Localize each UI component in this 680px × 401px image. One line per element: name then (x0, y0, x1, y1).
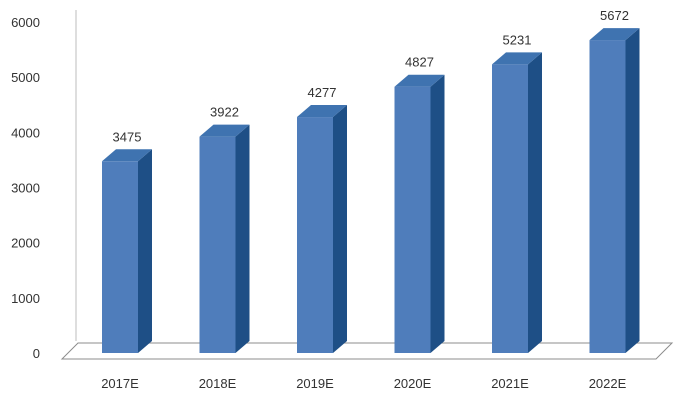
y-tick-label: 5000 (11, 70, 40, 85)
bars (102, 28, 640, 354)
data-label: 5231 (503, 32, 532, 47)
y-tick-label: 1000 (11, 291, 40, 306)
bar-top (589, 28, 640, 41)
data-label: 5672 (600, 8, 629, 23)
bar-side (430, 74, 445, 353)
x-tick-label: 2018E (199, 376, 237, 391)
bar (589, 28, 640, 354)
bar (102, 149, 152, 353)
bar-side (333, 105, 347, 353)
bar-side (235, 124, 250, 354)
bar-top (102, 149, 152, 162)
data-label: 3922 (210, 105, 239, 120)
y-tick-label: 4000 (11, 125, 40, 140)
x-tick-labels: 2017E 2018E 2019E 2020E 2021E 2022E (101, 376, 626, 391)
bar-side (138, 149, 152, 353)
bar (297, 105, 347, 353)
bar-front (199, 136, 236, 353)
chart-floor (60, 342, 674, 360)
bar-front (102, 161, 138, 353)
x-tick-label: 2017E (101, 376, 139, 391)
x-tick-label: 2021E (491, 376, 529, 391)
bar-top (394, 74, 445, 87)
data-label: 4827 (405, 55, 434, 70)
bar (394, 74, 445, 353)
x-tick-label: 2020E (394, 376, 432, 391)
data-label: 3475 (113, 129, 142, 144)
bar-top (199, 124, 250, 137)
bar-side (528, 52, 542, 354)
data-label: 4277 (308, 85, 337, 100)
chart-floor-plane (60, 342, 674, 360)
bar (199, 124, 250, 354)
x-tick-label: 2019E (296, 376, 334, 391)
y-tick-label: 0 (33, 346, 40, 361)
bar (492, 52, 542, 354)
bar-top (492, 52, 542, 65)
data-labels: 3475 3922 4277 4827 5231 5672 (113, 8, 629, 144)
bar-front (394, 86, 431, 353)
x-tick-label: 2022E (589, 376, 627, 391)
y-tick-label: 6000 (11, 15, 40, 30)
y-tick-label: 3000 (11, 181, 40, 196)
bar-side (625, 28, 640, 354)
bar-front (589, 40, 626, 353)
bar-front (492, 64, 528, 354)
bar-front (297, 117, 333, 353)
y-tick-label: 2000 (11, 236, 40, 251)
y-tick-labels: 0 1000 2000 3000 4000 5000 6000 (11, 15, 40, 361)
bar-top (297, 105, 347, 118)
